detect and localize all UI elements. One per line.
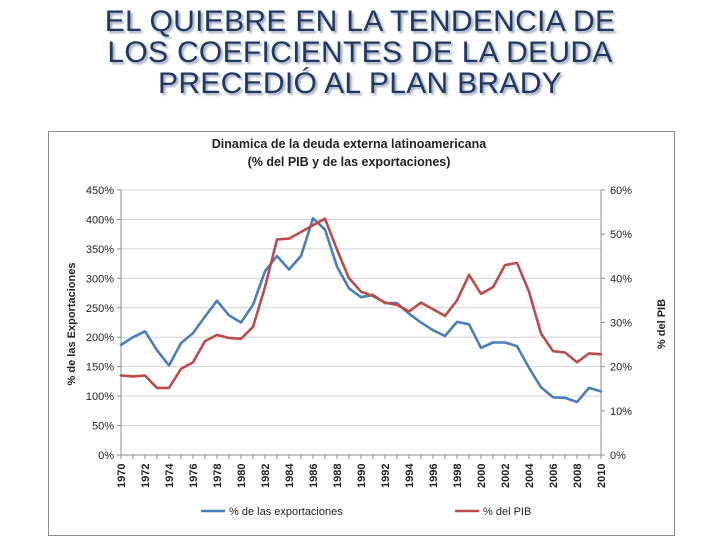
y-axis-left-label: % de las Exportaciones	[66, 263, 78, 386]
y-axis-right-label: % del PIB	[656, 299, 668, 349]
y-left-tick-label: 250%	[86, 303, 114, 315]
y-left-tick-label: 400%	[86, 214, 114, 226]
y-right-tick-label: 30%	[610, 318, 632, 330]
y-left-tick-label: 0%	[98, 450, 114, 462]
chart-subtitle: (% del PIB y de las exportaciones)	[248, 155, 451, 169]
x-tick-label: 1978	[212, 464, 224, 488]
x-tick-label: 2004	[524, 463, 536, 488]
y-left-tick-label: 50%	[92, 421, 114, 433]
x-tick-label: 1990	[356, 464, 368, 488]
y-left-tick-label: 200%	[86, 332, 114, 344]
x-tick-label: 1974	[164, 463, 176, 488]
debt-line-chart: Dinamica de la deuda externa latinoameri…	[66, 137, 668, 518]
x-tick-label: 1998	[452, 464, 464, 488]
series-line-exports	[119, 217, 603, 404]
x-tick-label: 1980	[236, 464, 248, 488]
y-right-tick-label: 50%	[610, 229, 632, 241]
legend-label: % de las exportaciones	[229, 506, 343, 518]
slide-title-line: EL QUIEBRE EN LA TENDENCIA DE	[104, 5, 616, 38]
slide-title: EL QUIEBRE EN LA TENDENCIA DE LOS COEFIC…	[40, 6, 680, 99]
series-line-gdp	[119, 217, 603, 390]
y-left-tick-label: 100%	[86, 391, 114, 403]
x-tick-label: 1972	[140, 464, 152, 488]
y-right-tick-label: 0%	[610, 450, 626, 462]
x-tick-label: 1992	[380, 464, 392, 488]
legend-label: % del PIB	[483, 506, 531, 518]
y-right-tick-label: 40%	[610, 273, 632, 285]
y-left-tick-label: 150%	[86, 362, 114, 374]
chart-title: Dinamica de la deuda externa latinoameri…	[212, 137, 487, 151]
x-tick-label: 1976	[188, 464, 200, 488]
y-left-tick-label: 350%	[86, 244, 114, 256]
slide-title-line: PRECEDIÓ AL PLAN BRADY	[158, 67, 562, 100]
x-tick-label: 2008	[572, 464, 584, 488]
y-right-tick-label: 20%	[610, 362, 632, 374]
x-tick-label: 1982	[260, 464, 272, 488]
chart-frame: Dinamica de la deuda externa latinoameri…	[48, 131, 675, 536]
slide-title-line: LOS COEFICIENTES DE LA DEUDA	[107, 36, 613, 69]
x-tick-label: 1970	[116, 464, 128, 488]
x-tick-label: 2006	[548, 464, 560, 488]
x-tick-label: 1994	[404, 463, 416, 488]
y-right-tick-label: 60%	[610, 185, 632, 197]
y-left-tick-label: 300%	[86, 273, 114, 285]
x-tick-label: 1986	[308, 464, 320, 488]
x-tick-label: 2010	[596, 464, 608, 488]
x-tick-label: 2000	[476, 464, 488, 488]
y-right-tick-label: 10%	[610, 406, 632, 418]
x-tick-label: 1988	[332, 464, 344, 488]
y-left-tick-label: 450%	[86, 185, 114, 197]
x-tick-label: 1984	[284, 463, 296, 488]
x-tick-label: 1996	[428, 464, 440, 488]
x-tick-label: 2002	[500, 464, 512, 488]
